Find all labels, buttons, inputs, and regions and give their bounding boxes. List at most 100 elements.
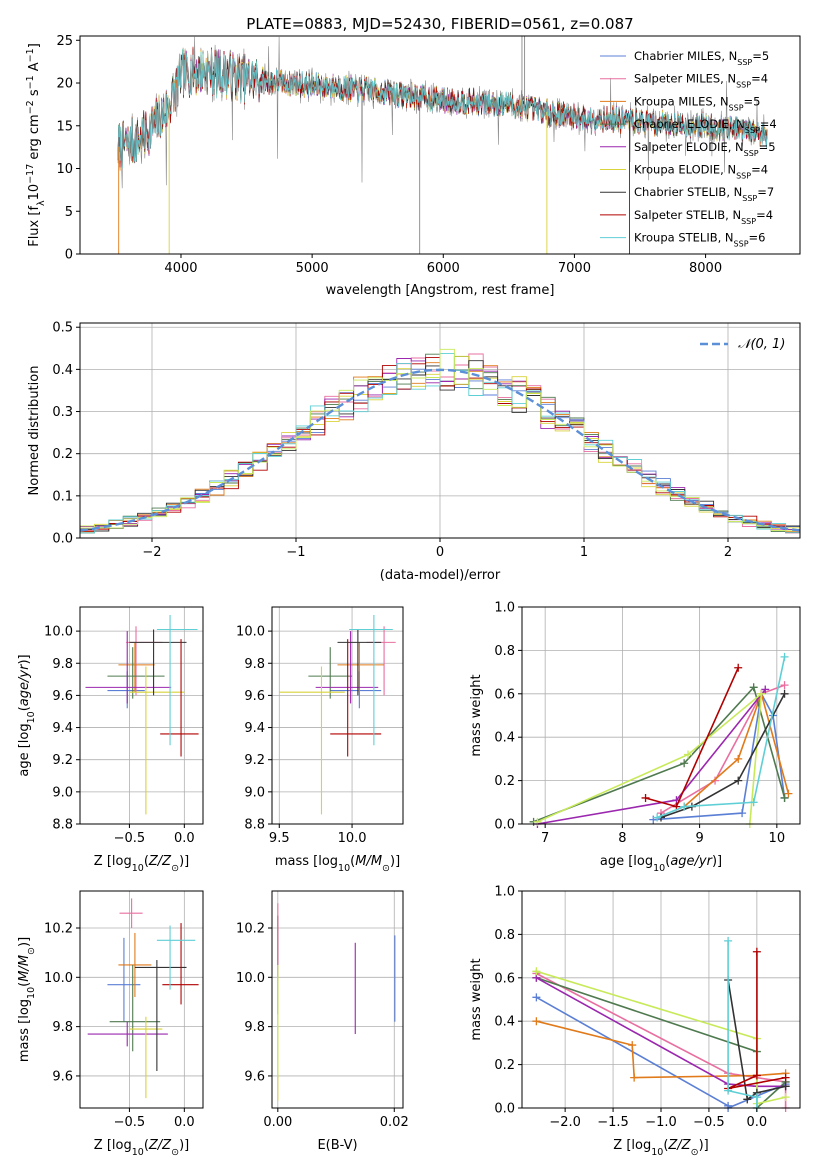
plot-area <box>80 891 203 1108</box>
x-tick-label: 8000 <box>689 261 722 276</box>
legend-text: Kroupa ELODIE, N <box>634 163 736 177</box>
y-tick-label: 0 <box>65 248 73 263</box>
weight-marker <box>781 1093 790 1102</box>
label-part: mass [log <box>17 999 32 1062</box>
x-tick-label: 7 <box>541 831 549 846</box>
weight-marker <box>628 1041 637 1050</box>
x-tick-label: −1.5 <box>597 1115 629 1130</box>
label-part: ⊙ <box>171 1147 179 1158</box>
y-tick-label: 9.6 <box>52 1069 73 1084</box>
legend-entry: Chabrier ELODIE, NSSP=4 <box>634 117 777 135</box>
weight-marker <box>757 689 766 698</box>
label-part: −1 <box>25 48 36 62</box>
legend-entry: Kroupa STELIB, NSSP=6 <box>634 231 765 249</box>
x-tick-label: 5000 <box>296 261 329 276</box>
weight-marker <box>630 1073 639 1082</box>
label-part: 10 <box>338 863 350 874</box>
weight-marker <box>752 947 761 956</box>
x-tick-label: −1 <box>286 545 305 560</box>
axes-age-vs-Z: −0.5 0.08.89.09.29.49.69.810.0Z [log10(Z/… <box>17 606 204 874</box>
label-part: ⊙ <box>26 947 37 955</box>
label-part: mass [log <box>275 854 338 869</box>
x-axis-label: age [log10(age/yr)] <box>600 854 722 874</box>
weight-marker <box>752 1093 761 1102</box>
axes-residuals: −2 −1 0 1 2 0.0 0.1 0.2 0.3 0.4 0.5 𝒩(0, 1) (data-mo… <box>27 321 801 583</box>
legend-entry: Chabrier STELIB, NSSP=7 <box>634 185 774 203</box>
x-axis-label: Z [log10(Z/Z⊙)] <box>94 1138 189 1158</box>
weight-marker <box>780 689 789 698</box>
plot-content <box>117 36 768 254</box>
weight-series <box>657 681 789 818</box>
weight-marker <box>743 1095 752 1104</box>
y-tick-label: 0.2 <box>494 774 515 789</box>
x-tick-label: −0.5 <box>693 1115 725 1130</box>
plot-area <box>272 891 403 1108</box>
y-tick-label: 9.0 <box>244 785 265 800</box>
x-axis-label: (data-model)/error <box>380 568 501 583</box>
legend-entry: Salpeter ELODIE, NSSP=5 <box>634 140 776 158</box>
legend-suffix: =6 <box>749 231 766 245</box>
x-tick-label: 2 <box>724 545 732 560</box>
y-tick-label: 0.0 <box>494 1102 515 1117</box>
y-tick-label: 0.6 <box>494 971 515 986</box>
legend-entry: Salpeter STELIB, NSSP=4 <box>634 208 773 226</box>
legend-text: Salpeter STELIB, N <box>634 208 741 222</box>
legend-entry: 𝒩(0, 1) <box>738 337 785 352</box>
weight-marker <box>532 967 541 976</box>
y-tick-label: 0.6 <box>494 687 515 702</box>
x-tick-label: 4000 <box>164 261 197 276</box>
plot-content <box>532 936 790 1112</box>
x-axis-label: Z [log10(Z/Z⊙)] <box>613 1138 708 1158</box>
x-axis-label: Z [log10(Z/Z⊙)] <box>94 854 189 874</box>
y-tick-label: 20 <box>56 77 73 92</box>
label-part: Normed distribution <box>27 366 42 496</box>
y-axis-label: age [log10(age/yr)] <box>17 654 37 776</box>
label-part: 10 <box>27 184 42 201</box>
label-part: mass weight <box>469 958 484 1040</box>
label-part: wavelength [Angstrom, rest frame] <box>326 283 555 298</box>
y-tick-label: 1.0 <box>494 601 515 616</box>
legend-suffix: =7 <box>757 185 774 199</box>
y-tick-label: 0.8 <box>494 928 515 943</box>
label-part: )] <box>390 854 400 869</box>
label-part: ( <box>17 982 32 987</box>
weight-marker <box>752 1071 761 1080</box>
y-tick-label: 25 <box>56 34 73 49</box>
x-axis-label: E(B-V) <box>317 1138 357 1153</box>
data-point <box>160 639 199 757</box>
label-part: Z/Z <box>148 854 172 869</box>
label-part: 10 <box>653 863 665 874</box>
label-part: −2 <box>25 100 36 114</box>
weight-marker <box>734 663 743 672</box>
x-tick-label: 0.02 <box>380 1115 409 1130</box>
label-part: 10 <box>26 711 37 723</box>
label-part: )] <box>17 654 32 664</box>
x-tick-label: 0.0 <box>174 1115 195 1130</box>
data-point <box>162 923 199 1005</box>
x-tick-label: 10.0 <box>338 831 367 846</box>
weight-marker <box>680 759 689 768</box>
axes-spectrum: 4000 5000 6000 7000 8000 0 5 10 15 20 25 wavelength… <box>25 34 801 298</box>
weight-marker <box>781 1073 790 1082</box>
label-part: Z [log <box>94 1138 132 1153</box>
x-tick-label: 9.5 <box>269 831 290 846</box>
legend-sub: SSP <box>742 194 757 203</box>
weight-line <box>660 693 786 819</box>
axes-mass-vs-EBV: 0.00 0.02 9.6 9.8 10.0 10.2 E(B-V) <box>236 890 409 1153</box>
data-point <box>107 647 165 699</box>
legend-text: Kroupa MILES, N <box>634 94 729 108</box>
figure-title: PLATE=0883, MJD=52430, FIBERID=0561, z=0… <box>246 15 633 33</box>
weight-marker <box>680 802 689 811</box>
plot-content <box>79 348 801 534</box>
weight-marker <box>780 793 789 802</box>
y-axis-label: mass weight <box>469 958 484 1040</box>
x-axis-label: wavelength [Angstrom, rest frame] <box>326 283 555 298</box>
x-tick-label: 1 <box>580 545 588 560</box>
y-axis-label: Normed distribution <box>27 366 42 496</box>
label-part: age [log <box>600 854 653 869</box>
x-tick-label: 0 <box>436 545 444 560</box>
label-part: age [log <box>17 723 32 776</box>
label-part: )] <box>699 1138 709 1153</box>
y-tick-label: 9.2 <box>52 753 73 768</box>
normal-curve <box>79 368 801 532</box>
